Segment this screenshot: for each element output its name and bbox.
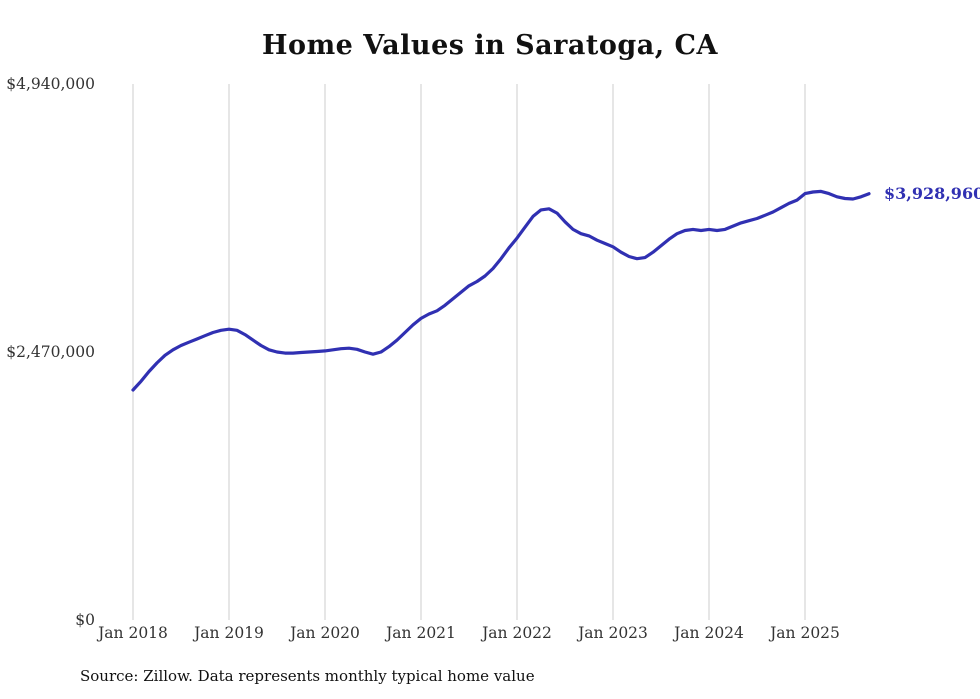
x-axis-tick-label: Jan 2025 (770, 624, 840, 642)
x-axis-tick-label: Jan 2019 (194, 624, 264, 642)
y-axis-tick-label-zero: $0 (75, 611, 95, 629)
x-axis-tick-label: Jan 2021 (386, 624, 456, 642)
x-axis-tick-label: Jan 2022 (482, 624, 552, 642)
x-axis-tick-label: Jan 2020 (290, 624, 360, 642)
y-axis-tick-label-max: $4,940,000 (6, 75, 95, 93)
source-note: Source: Zillow. Data represents monthly … (80, 667, 535, 685)
x-axis-tick-label: Jan 2023 (578, 624, 648, 642)
latest-value-label: $3,928,960 (884, 183, 980, 203)
chart-title: Home Values in Saratoga, CA (262, 30, 718, 61)
home-value-line-series (131, 189, 871, 392)
x-axis-tick-label: Jan 2018 (98, 624, 168, 642)
x-axis-tick-label: Jan 2024 (674, 624, 744, 642)
y-axis-tick-label-mid: $2,470,000 (6, 343, 95, 361)
